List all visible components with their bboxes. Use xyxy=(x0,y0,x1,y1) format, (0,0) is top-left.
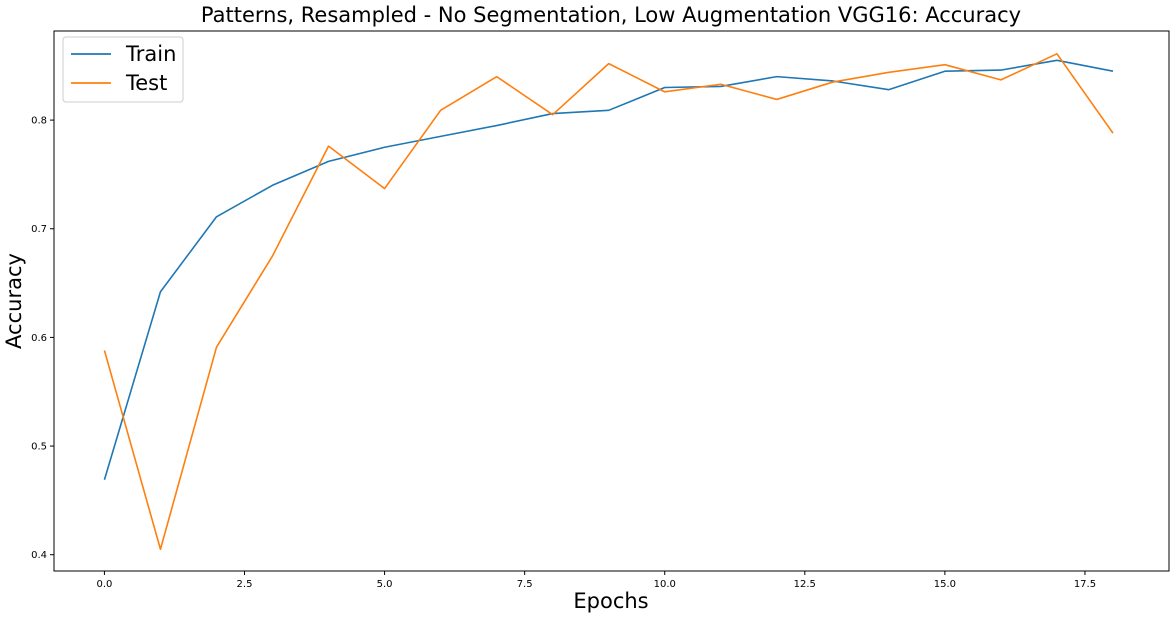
y-axis-label: Accuracy xyxy=(2,253,26,349)
legend-label-test: Test xyxy=(125,71,167,95)
x-tick-label: 5.0 xyxy=(377,579,393,590)
x-tick-label: 17.5 xyxy=(1074,579,1096,590)
y-axis: 0.4 0.5 0.6 0.7 0.8 xyxy=(31,116,54,561)
y-tick-label: 0.5 xyxy=(31,442,47,453)
x-tick-label: 15.0 xyxy=(934,579,956,590)
series-line-test xyxy=(103,53,1114,551)
series-line-train xyxy=(103,59,1114,480)
x-tick-label: 0.0 xyxy=(96,579,112,590)
legend: Train Test xyxy=(62,36,184,103)
y-tick-label: 0.4 xyxy=(31,550,47,561)
y-tick-label: 0.8 xyxy=(31,116,47,127)
x-tick-label: 10.0 xyxy=(654,579,676,590)
legend-label-train: Train xyxy=(125,42,176,66)
y-tick-label: 0.7 xyxy=(31,224,47,235)
x-tick-label: 7.5 xyxy=(517,579,533,590)
plot-frame xyxy=(53,30,1170,572)
x-axis: 0.0 2.5 5.0 7.5 10.0 12.5 15.0 17.5 xyxy=(96,571,1096,590)
x-axis-label: Epochs xyxy=(573,589,648,613)
x-tick-label: 2.5 xyxy=(237,579,253,590)
series-group xyxy=(103,53,1114,551)
x-tick-label: 12.5 xyxy=(794,579,816,590)
y-tick-label: 0.6 xyxy=(31,333,47,344)
chart-title: Patterns, Resampled - No Segmentation, L… xyxy=(201,3,1021,27)
